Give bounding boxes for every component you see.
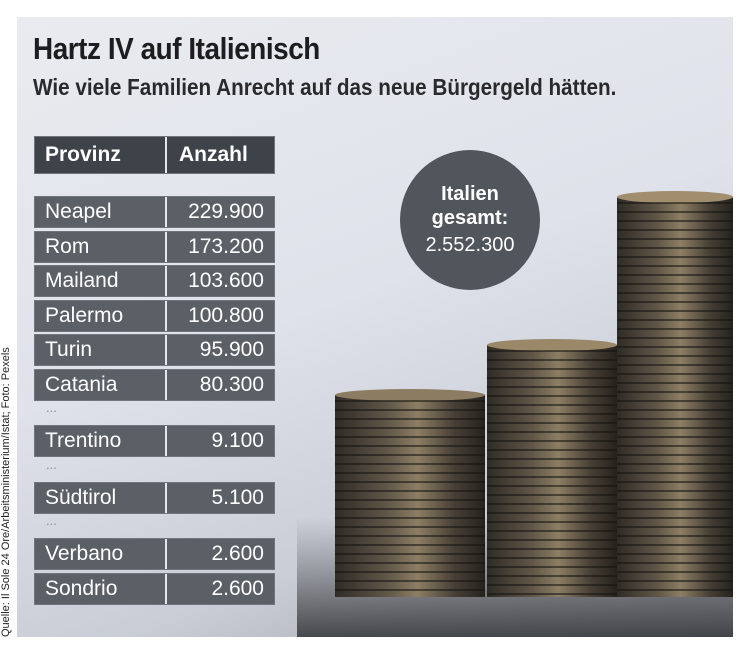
- province-count: 9.100: [211, 429, 264, 452]
- source-credit: Quelle: Il Sole 24 Ore/Arbeitsministeriu…: [0, 347, 12, 637]
- page-subtitle: Wie viele Familien Anrecht auf das neue …: [33, 74, 617, 100]
- table-row: Neapel 229.900: [34, 196, 275, 228]
- table-row: Verbano 2.600: [34, 538, 275, 570]
- province-name: Mailand: [35, 266, 167, 296]
- table-header: Provinz Anzahl: [34, 136, 275, 174]
- table-row: Südtirol 5.100: [34, 481, 275, 514]
- total-value: 2.552.300: [425, 234, 515, 256]
- total-circle: Italien gesamt: 2.552.300: [400, 150, 540, 290]
- province-count: 103.600: [188, 269, 264, 292]
- total-label-line2: gesamt:: [431, 207, 509, 229]
- province-count: 5.100: [211, 485, 264, 509]
- province-count: 2.600: [211, 576, 264, 600]
- coin-stack-3: [617, 191, 733, 597]
- column-header-provinz: Provinz: [35, 137, 167, 173]
- province-name: Rom: [35, 231, 167, 262]
- province-table: Provinz Anzahl Neapel 229.900 Rom 173.200 Ma…: [34, 136, 275, 607]
- province-name: Catania: [35, 369, 167, 400]
- coin-stack-1: [335, 389, 485, 597]
- table-row: Sondrio 2.600: [34, 572, 275, 605]
- table-ellipsis: ...: [46, 400, 57, 415]
- province-count: 229.900: [188, 200, 264, 223]
- total-label-line1: Italien: [441, 183, 499, 205]
- table-row: Catania 80.300: [34, 368, 275, 401]
- province-name: Palermo: [35, 300, 167, 331]
- province-name: Neapel: [35, 197, 167, 227]
- coin-stacks-photo: [297, 191, 733, 637]
- table-ellipsis: ...: [46, 513, 57, 528]
- table-row: Trentino 9.100: [34, 425, 275, 457]
- table-body: Neapel 229.900 Rom 173.200 Mailand 103.600 Pal…: [34, 196, 275, 605]
- province-count: 173.200: [188, 234, 264, 258]
- province-count: 2.600: [211, 542, 264, 565]
- province-count: 95.900: [199, 338, 264, 361]
- infographic-panel: Hartz IV auf Italienisch Wie viele Famil…: [17, 17, 733, 637]
- province-name: Trentino: [35, 426, 167, 456]
- province-name: Südtirol: [35, 482, 167, 513]
- table-row: Palermo 100.800: [34, 299, 275, 332]
- province-name: Turin: [35, 335, 167, 365]
- province-name: Verbano: [35, 539, 167, 569]
- province-count: 100.800: [188, 303, 264, 327]
- province-name: Sondrio: [35, 573, 167, 604]
- table-row: Turin 95.900: [34, 334, 275, 366]
- column-header-anzahl: Anzahl: [179, 143, 248, 166]
- table-row: Mailand 103.600: [34, 265, 275, 297]
- province-count: 80.300: [199, 372, 264, 396]
- page-title: Hartz IV auf Italienisch: [33, 31, 320, 66]
- table-ellipsis: ...: [46, 456, 57, 472]
- table-row: Rom 173.200: [34, 230, 275, 263]
